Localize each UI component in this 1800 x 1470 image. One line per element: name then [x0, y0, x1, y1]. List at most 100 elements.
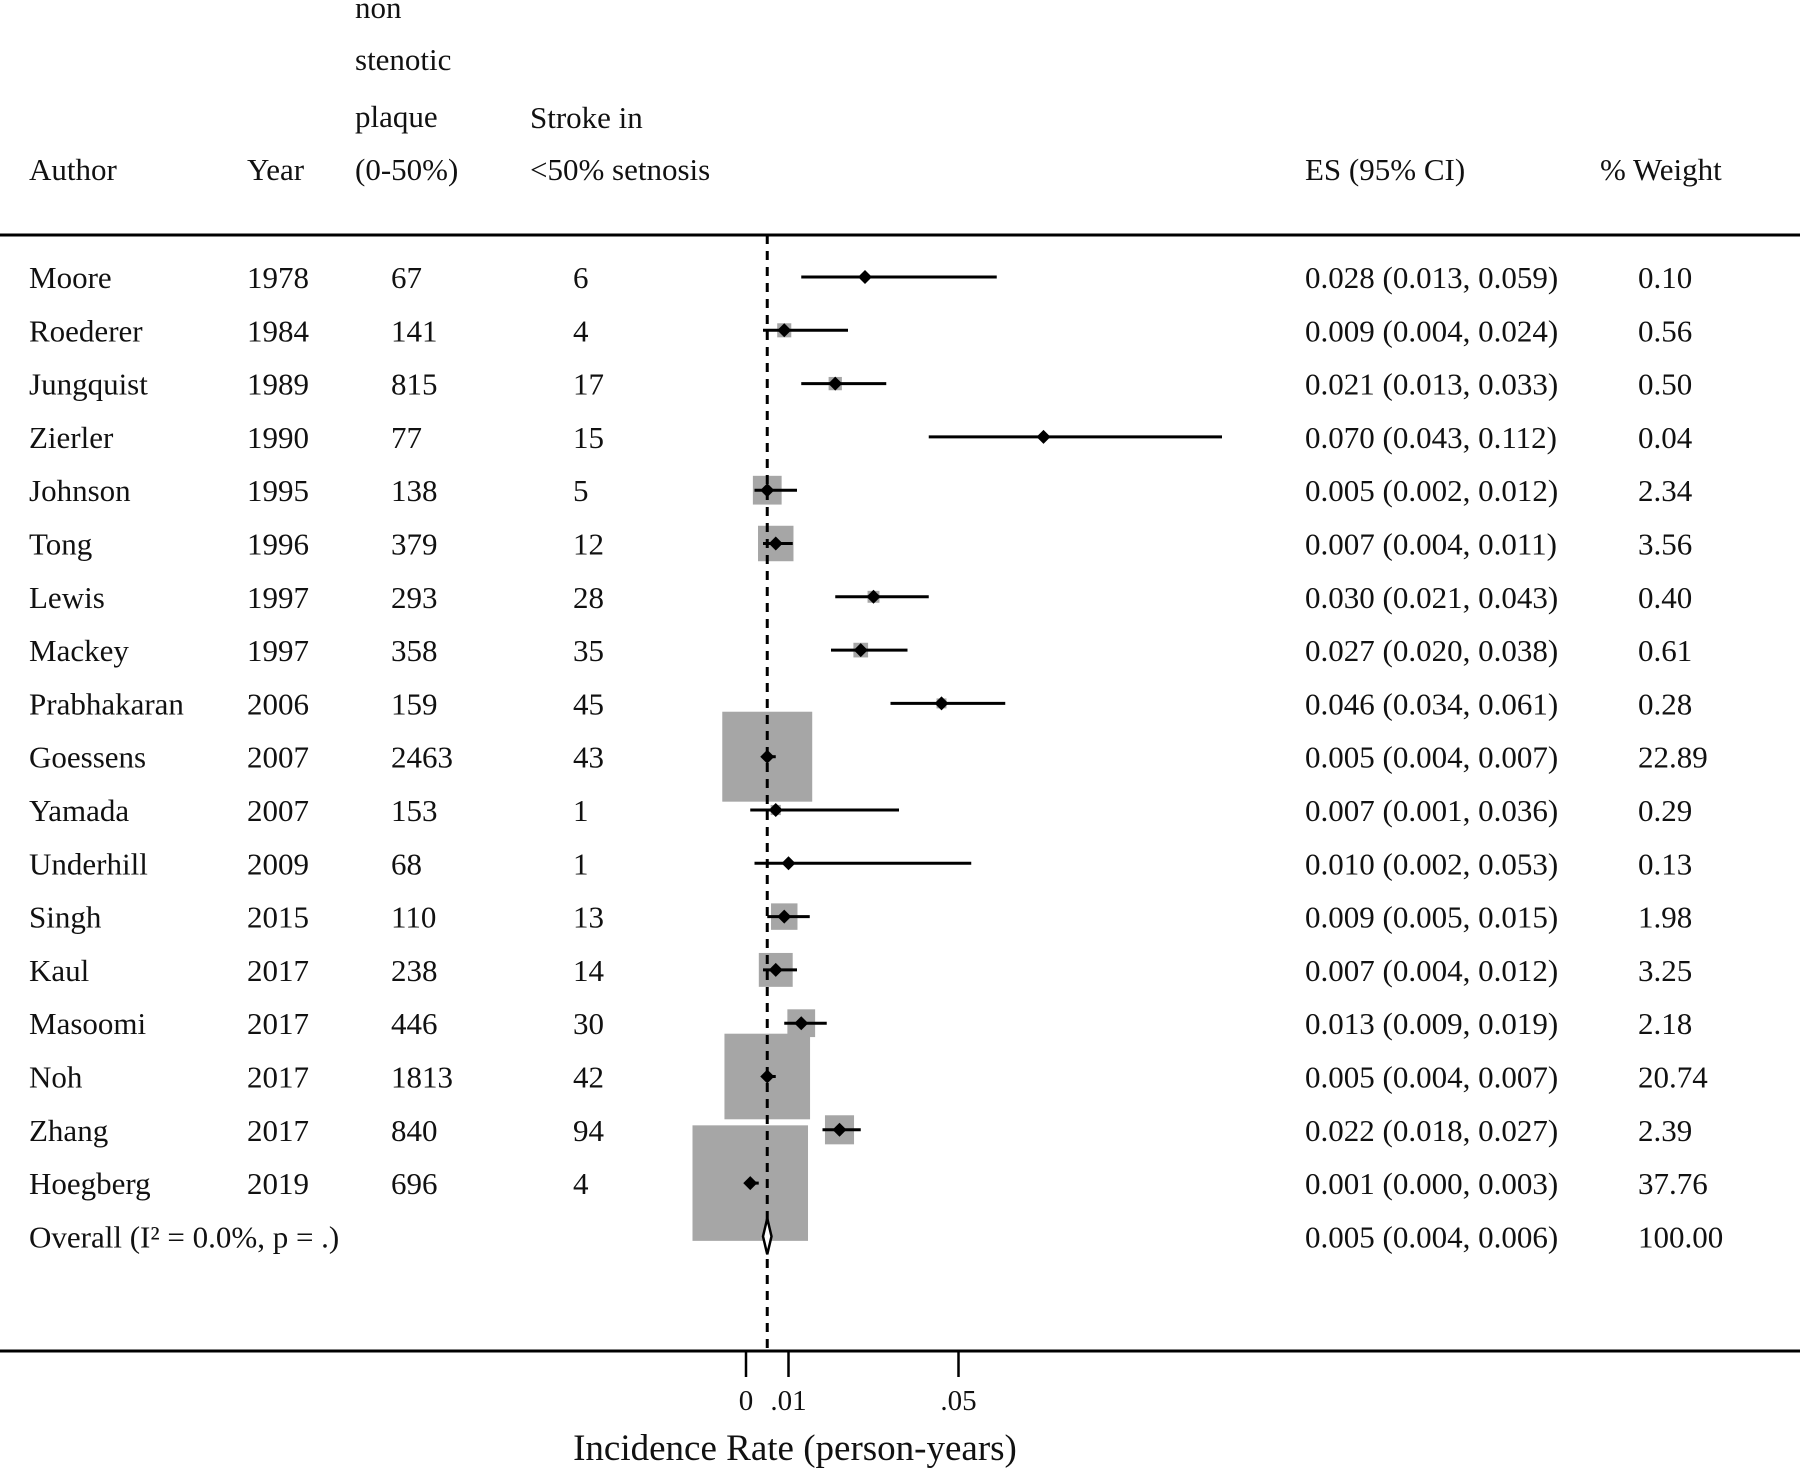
study-plaque-n: 446 [391, 1006, 438, 1041]
study-weight: 0.13 [1638, 846, 1692, 881]
study-year: 2017 [247, 1006, 309, 1041]
study-events: 14 [573, 953, 605, 988]
study-author: Johnson [29, 473, 131, 508]
study-author: Kaul [29, 953, 89, 988]
point-estimate [934, 696, 949, 711]
study-author: Lewis [29, 580, 105, 615]
overall-row: Overall (I² = 0.0%, p = .) 0.005 (0.004, … [29, 1218, 1723, 1255]
study-author: Prabhakaran [29, 686, 184, 721]
study-year: 1995 [247, 473, 309, 508]
study-events: 43 [573, 740, 604, 775]
column-headers: Author Year non stenotic plaque (0-50%) Stroke… [29, 0, 1722, 187]
point-estimate [794, 1016, 809, 1031]
study-events: 30 [573, 1006, 604, 1041]
study-weight: 0.10 [1638, 260, 1692, 295]
study-events: 45 [573, 686, 604, 721]
study-es-ci: 0.028 (0.013, 0.059) [1305, 260, 1558, 295]
point-estimate [1036, 429, 1051, 444]
study-year: 2015 [247, 900, 309, 935]
study-year: 1989 [247, 367, 309, 402]
header-plaque-line: non [355, 0, 402, 25]
study-es-ci: 0.013 (0.009, 0.019) [1305, 1006, 1558, 1041]
point-estimate [760, 749, 775, 764]
point-estimate [760, 1069, 775, 1084]
study-events: 4 [573, 313, 589, 348]
study-weight: 2.18 [1638, 1006, 1692, 1041]
overall-weight: 100.00 [1638, 1219, 1723, 1254]
study-weight: 22.89 [1638, 740, 1708, 775]
study-year: 1997 [247, 580, 309, 615]
header-stroke-line: Stroke in [530, 100, 643, 135]
point-estimate [768, 962, 783, 977]
study-year: 2009 [247, 846, 309, 881]
study-author: Zierler [29, 420, 114, 455]
study-year: 1978 [247, 260, 309, 295]
overall-es-ci: 0.005 (0.004, 0.006) [1305, 1219, 1558, 1254]
study-year: 1997 [247, 633, 309, 668]
point-estimate [743, 1176, 758, 1191]
study-es-ci: 0.070 (0.043, 0.112) [1305, 420, 1557, 455]
study-es-ci: 0.007 (0.001, 0.036) [1305, 793, 1558, 828]
study-events: 1 [573, 846, 589, 881]
study-events: 6 [573, 260, 589, 295]
study-weight: 2.34 [1638, 473, 1693, 508]
header-es: ES (95% CI) [1305, 152, 1465, 187]
study-plaque-n: 2463 [391, 740, 453, 775]
study-events: 13 [573, 900, 604, 935]
study-year: 1990 [247, 420, 309, 455]
study-plaque-n: 815 [391, 367, 438, 402]
confidence-intervals [743, 270, 1222, 1191]
x-axis-label: Incidence Rate (person-years) [573, 1428, 1017, 1469]
study-weight: 3.25 [1638, 953, 1692, 988]
study-author: Singh [29, 900, 102, 935]
study-author: Mackey [29, 633, 129, 668]
study-es-ci: 0.022 (0.018, 0.027) [1305, 1113, 1558, 1148]
study-plaque-n: 379 [391, 527, 438, 562]
study-events: 42 [573, 1060, 604, 1095]
study-year: 2017 [247, 1113, 309, 1148]
study-es-ci: 0.046 (0.034, 0.061) [1305, 686, 1558, 721]
point-estimate [777, 909, 792, 924]
study-weight: 2.39 [1638, 1113, 1692, 1148]
x-tick-label: .05 [940, 1385, 976, 1417]
study-weight: 0.61 [1638, 633, 1692, 668]
study-es-ci: 0.027 (0.020, 0.038) [1305, 633, 1558, 668]
study-events: 17 [573, 367, 604, 402]
study-plaque-n: 358 [391, 633, 438, 668]
study-plaque-n: 110 [391, 900, 436, 935]
point-estimate [853, 643, 868, 658]
point-estimate [866, 589, 881, 604]
study-weight: 0.28 [1638, 686, 1692, 721]
study-weight: 0.40 [1638, 580, 1692, 615]
study-events: 35 [573, 633, 604, 668]
study-events: 1 [573, 793, 589, 828]
study-weight: 0.50 [1638, 367, 1692, 402]
point-estimate [768, 803, 783, 817]
study-plaque-n: 141 [391, 313, 438, 348]
x-axis: 0 .01 .05 Incidence Rate (person-years) [573, 1351, 1017, 1469]
study-es-ci: 0.005 (0.004, 0.007) [1305, 1060, 1558, 1095]
study-es-ci: 0.005 (0.002, 0.012) [1305, 473, 1558, 508]
study-es-ci: 0.030 (0.021, 0.043) [1305, 580, 1558, 615]
x-tick-label: .01 [770, 1385, 806, 1417]
header-stroke-line: <50% setnosis [530, 152, 710, 187]
header-weight: % Weight [1600, 152, 1722, 187]
study-events: 5 [573, 473, 589, 508]
study-year: 1984 [247, 313, 310, 348]
study-year: 2017 [247, 953, 309, 988]
study-plaque-n: 696 [391, 1166, 438, 1201]
study-events: 12 [573, 527, 604, 562]
study-weight: 0.56 [1638, 313, 1692, 348]
study-year: 2017 [247, 1060, 309, 1095]
study-es-ci: 0.010 (0.002, 0.053) [1305, 846, 1558, 881]
point-estimate [777, 323, 792, 338]
study-plaque-n: 67 [391, 260, 422, 295]
study-plaque-n: 153 [391, 793, 438, 828]
study-plaque-n: 68 [391, 846, 422, 881]
point-estimate [828, 376, 843, 391]
weight-boxes [692, 274, 1046, 1241]
header-plaque-line: stenotic [355, 42, 451, 77]
point-estimate [760, 483, 775, 498]
header-year: Year [247, 152, 305, 187]
